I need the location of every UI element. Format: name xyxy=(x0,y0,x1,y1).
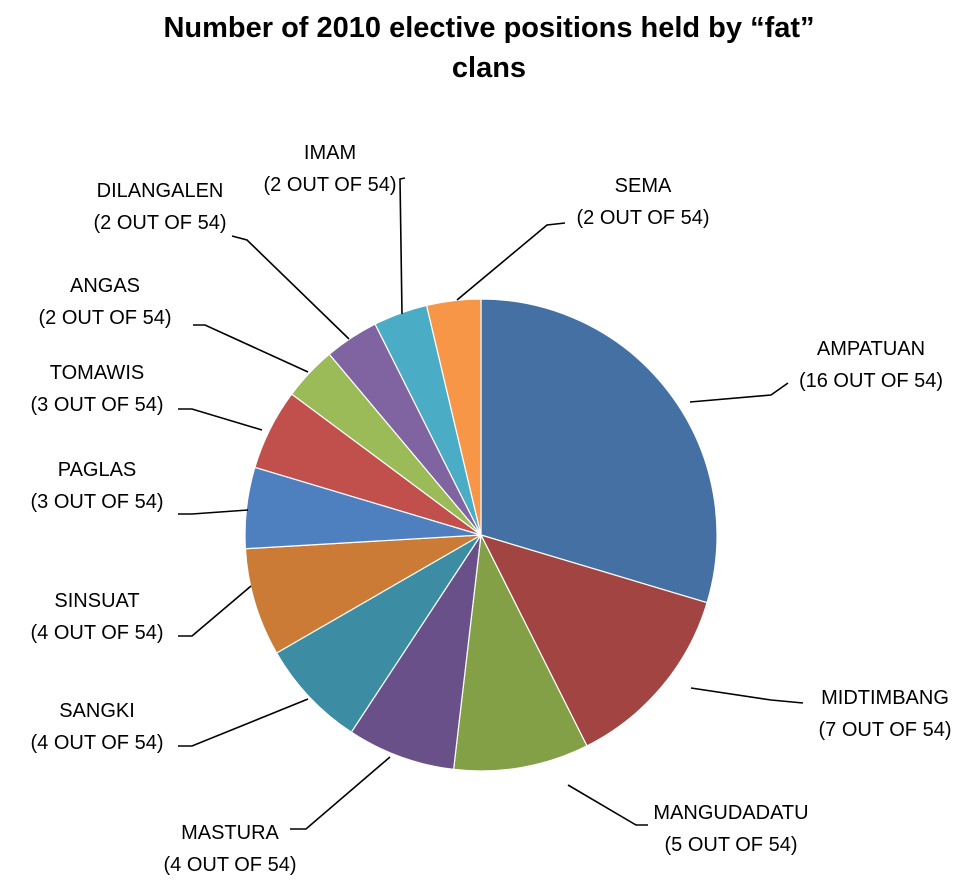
slice-name-ampatuan: AMPATUAN xyxy=(817,338,925,360)
slice-name-paglas: PAGLAS xyxy=(58,459,137,481)
slice-value-label-angas: (2 OUT OF 54) xyxy=(39,307,172,329)
leader-line-mastura xyxy=(290,756,391,830)
leader-line-midtimbang xyxy=(690,687,804,704)
chart-title-line-1: Number of 2010 elective positions held b… xyxy=(163,12,815,44)
slice-labels: AMPATUAN (16 OUT OF 54) MIDTIMBANG (7 OUT O… xyxy=(31,142,952,876)
chart-title: Number of 2010 elective positions held b… xyxy=(0,8,978,88)
pie-slice-sangki xyxy=(275,534,482,734)
leader-line-imam xyxy=(399,177,406,315)
chart-title-line-2: clans xyxy=(451,52,527,84)
pie-slice-midtimbang xyxy=(479,534,708,747)
leader-line-mangudadatu xyxy=(567,784,648,826)
slice-value-label-sinsuat: (4 OUT OF 54) xyxy=(31,622,164,644)
slice-value-label-sema: (2 OUT OF 54) xyxy=(577,207,710,229)
slice-name-tomawis: TOMAWIS xyxy=(50,362,144,384)
leader-line-angas xyxy=(193,324,309,373)
leader-line-tomawis xyxy=(178,408,263,431)
slice-name-mangudadatu: MANGUDADATU xyxy=(653,802,808,824)
slice-name-sangki: SANGKI xyxy=(59,700,135,722)
slice-name-sema: SEMA xyxy=(615,175,672,197)
slice-value-label-midtimbang: (7 OUT OF 54) xyxy=(819,719,952,741)
slice-name-imam: IMAM xyxy=(304,142,356,164)
pie-slice-sema xyxy=(425,298,482,536)
slice-value-label-ampatuan: (16 OUT OF 54) xyxy=(799,370,943,392)
pie-slice-sinsuat xyxy=(244,534,482,654)
slice-value-label-sangki: (4 OUT OF 54) xyxy=(31,732,164,754)
slice-value-label-tomawis: (3 OUT OF 54) xyxy=(31,394,164,416)
pie-slice-ampatuan xyxy=(480,298,718,604)
pie-slices xyxy=(244,298,718,772)
leader-line-paglas xyxy=(178,509,249,515)
slice-value-label-imam: (2 OUT OF 54) xyxy=(264,174,397,196)
slice-name-dilangalen: DILANGALEN xyxy=(97,180,224,202)
slice-name-angas: ANGAS xyxy=(70,275,140,297)
leader-line-sinsuat xyxy=(178,585,252,637)
leader-line-ampatuan xyxy=(689,382,789,403)
slice-name-midtimbang: MIDTIMBANG xyxy=(821,687,949,709)
leader-line-dilangalen xyxy=(231,235,350,340)
slice-value-label-mangudadatu: (5 OUT OF 54) xyxy=(665,834,798,856)
slice-value-label-paglas: (3 OUT OF 54) xyxy=(31,491,164,513)
leader-lines xyxy=(178,177,804,830)
leader-line-sangki xyxy=(178,698,309,747)
pie-slice-mastura xyxy=(350,534,482,771)
leader-line-sema xyxy=(456,222,566,301)
slice-name-mastura: MASTURA xyxy=(181,822,279,844)
slice-value-label-dilangalen: (2 OUT OF 54) xyxy=(94,212,227,234)
slice-name-sinsuat: SINSUAT xyxy=(54,590,139,612)
pie-slice-mangudadatu xyxy=(452,532,588,772)
slice-value-label-mastura: (4 OUT OF 54) xyxy=(164,854,297,876)
